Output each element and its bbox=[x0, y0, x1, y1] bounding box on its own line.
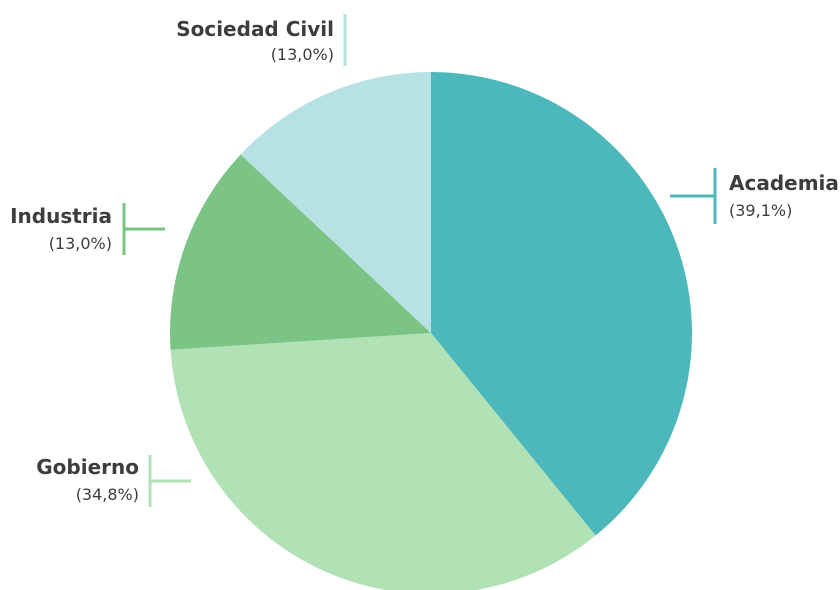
label-industria: Industria (13,0%) bbox=[10, 203, 165, 255]
slice-label-name: Industria bbox=[10, 204, 112, 228]
slice-label-name: Academia bbox=[729, 171, 839, 195]
pie-slice-academia bbox=[431, 72, 692, 536]
label-academia: Academia (39,1%) bbox=[670, 168, 839, 224]
pie-slice-industria bbox=[169, 154, 431, 350]
slice-label-name: Sociedad Civil bbox=[176, 17, 334, 41]
pie-slices bbox=[169, 72, 692, 590]
pie-slice-gobierno bbox=[170, 333, 596, 590]
label-gobierno: Gobierno (34,8%) bbox=[36, 455, 191, 507]
slice-label-value: (13,0%) bbox=[271, 45, 334, 64]
pie-slice-sociedad-civil bbox=[240, 72, 431, 333]
slice-label-name: Gobierno bbox=[36, 455, 139, 479]
slice-label-value: (34,8%) bbox=[76, 485, 139, 504]
label-sociedad-civil: Sociedad Civil (13,0%) bbox=[176, 14, 347, 66]
slice-label-value: (39,1%) bbox=[729, 201, 792, 220]
slice-label-value: (13,0%) bbox=[49, 234, 112, 253]
